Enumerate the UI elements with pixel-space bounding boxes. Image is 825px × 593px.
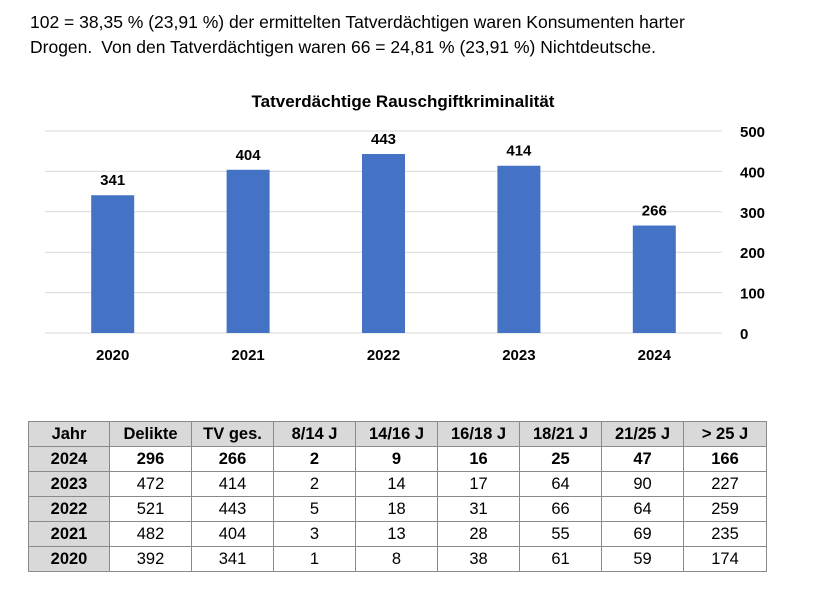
table-cell: 31 [437, 496, 520, 522]
header-over-25: > 25 J [683, 421, 767, 447]
table-cell: 392 [109, 546, 192, 572]
statistics-table: Jahr Delikte TV ges. 8/14 J 14/16 J 16/1… [28, 421, 767, 572]
table-cell: 14 [355, 471, 438, 497]
table-cell: 69 [601, 521, 684, 547]
table-cell: 66 [519, 496, 602, 522]
table-cell: 482 [109, 521, 192, 547]
table-cell-year: 2023 [28, 471, 110, 497]
table-cell: 61 [519, 546, 602, 572]
table-cell: 16 [437, 446, 520, 472]
x-tick-label: 2021 [231, 347, 264, 364]
table-cell: 8 [355, 546, 438, 572]
table-cell: 2 [273, 446, 356, 472]
table-cell: 13 [355, 521, 438, 547]
y-tick-label: 400 [740, 164, 765, 181]
header-jahr: Jahr [28, 421, 110, 447]
table-row: 2024 296 266 2 9 16 25 47 166 [28, 446, 767, 472]
table-cell: 521 [109, 496, 192, 522]
intro-line-2: Drogen. Von den Tatverdächtigen waren 66 … [30, 35, 820, 60]
header-16-18: 16/18 J [437, 421, 520, 447]
y-tick-label: 100 [740, 286, 765, 303]
bar-2022 [362, 154, 405, 333]
y-tick-label: 200 [740, 245, 765, 262]
intro-text: 102 = 38,35 % (23,91 %) der ermittelten … [30, 10, 820, 60]
table-cell: 443 [191, 496, 274, 522]
table-cell: 227 [683, 471, 767, 497]
data-label: 341 [100, 172, 125, 189]
table-cell: 17 [437, 471, 520, 497]
data-label: 404 [236, 147, 262, 164]
table-row: 2022 521 443 5 18 31 66 64 259 [28, 496, 767, 522]
table-cell-year: 2024 [28, 446, 110, 472]
table-cell: 174 [683, 546, 767, 572]
table-cell-year: 2020 [28, 546, 110, 572]
header-8-14: 8/14 J [273, 421, 356, 447]
table-row: 2021 482 404 3 13 28 55 69 235 [28, 521, 767, 547]
chart-y-tick-labels: 0 100 200 300 400 500 [740, 124, 765, 343]
table-cell: 404 [191, 521, 274, 547]
table-cell: 55 [519, 521, 602, 547]
table-cell: 59 [601, 546, 684, 572]
bar-chart: Tatverdächtige Rauschgiftkriminalität 34… [45, 92, 765, 364]
table-cell: 64 [601, 496, 684, 522]
x-tick-label: 2020 [96, 347, 129, 364]
table-cell: 2 [273, 471, 356, 497]
table-cell: 296 [109, 446, 192, 472]
table-cell: 266 [191, 446, 274, 472]
chart-data-labels: 341 404 443 414 266 [100, 131, 667, 220]
table-cell: 28 [437, 521, 520, 547]
table-cell: 18 [355, 496, 438, 522]
header-21-25: 21/25 J [601, 421, 684, 447]
table-cell: 47 [601, 446, 684, 472]
x-tick-label: 2022 [367, 347, 400, 364]
x-tick-label: 2023 [502, 347, 535, 364]
table-cell: 5 [273, 496, 356, 522]
header-18-21: 18/21 J [519, 421, 602, 447]
table-row: 2020 392 341 1 8 38 61 59 174 [28, 546, 767, 572]
header-delikte: Delikte [109, 421, 192, 447]
table-cell: 3 [273, 521, 356, 547]
table-cell-year: 2022 [28, 496, 110, 522]
y-tick-label: 500 [740, 124, 765, 141]
y-tick-label: 300 [740, 205, 765, 222]
table-cell: 259 [683, 496, 767, 522]
table-cell-year: 2021 [28, 521, 110, 547]
table-cell: 1 [273, 546, 356, 572]
intro-line-2a: Drogen. [30, 37, 93, 57]
x-tick-label: 2024 [638, 347, 672, 364]
table-cell: 166 [683, 446, 767, 472]
table-cell: 472 [109, 471, 192, 497]
intro-line-1: 102 = 38,35 % (23,91 %) der ermittelten … [30, 12, 685, 32]
chart-x-tick-labels: 2020 2021 2022 2023 2024 [96, 347, 672, 364]
table-cell: 9 [355, 446, 438, 472]
data-label: 443 [371, 131, 396, 148]
bar-2020 [91, 195, 135, 333]
y-tick-label: 0 [740, 326, 748, 343]
table-cell: 64 [519, 471, 602, 497]
intro-line-2b: Von den Tatverdächtigen waren 66 = 24,81… [101, 37, 656, 57]
header-tv-ges: TV ges. [191, 421, 274, 447]
chart-title: Tatverdächtige Rauschgiftkriminalität [252, 92, 555, 111]
bar-2021 [226, 169, 270, 333]
table-cell: 25 [519, 446, 602, 472]
data-label: 414 [506, 143, 532, 160]
header-14-16: 14/16 J [355, 421, 438, 447]
table-cell: 341 [191, 546, 274, 572]
table-cell: 38 [437, 546, 520, 572]
table-cell: 414 [191, 471, 274, 497]
table-cell: 235 [683, 521, 767, 547]
data-label: 266 [642, 203, 667, 220]
chart-bars [91, 154, 676, 333]
table-cell: 90 [601, 471, 684, 497]
bar-2024 [632, 225, 676, 333]
table-row: 2023 472 414 2 14 17 64 90 227 [28, 471, 767, 497]
bar-2023 [497, 165, 541, 333]
table-header-row: Jahr Delikte TV ges. 8/14 J 14/16 J 16/1… [28, 421, 767, 447]
